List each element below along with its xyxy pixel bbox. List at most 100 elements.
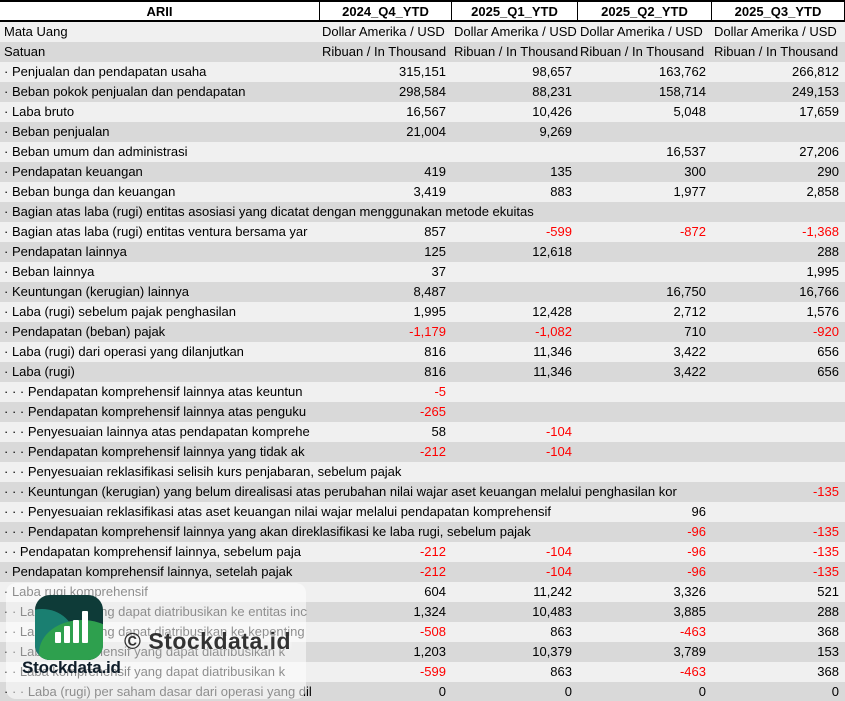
cell-value <box>578 262 712 282</box>
cell-value <box>578 422 712 442</box>
table-row: · Beban umum dan administrasi 16,537 27,20… <box>0 142 845 162</box>
row-label: · Laba (rugi) sebelum pajak penghasilan <box>4 304 236 319</box>
cell-value: 27,206 <box>799 144 839 159</box>
row-label: · · · Keuntungan (kerugian) yang belum d… <box>4 484 677 499</box>
cell-value: -104 <box>545 544 572 559</box>
cell-value: 0 <box>698 684 706 699</box>
cell-value: 88,231 <box>532 84 572 99</box>
cell-value: 3,422 <box>673 364 706 379</box>
cell-value <box>578 382 712 402</box>
cell-value: 521 <box>817 584 839 599</box>
cell-value <box>578 442 712 462</box>
cell-value <box>712 382 845 402</box>
cell-value: 2,858 <box>806 184 839 199</box>
table-row: · Bagian atas laba (rugi) entitas ventur… <box>0 222 845 242</box>
cell-value: Ribuan / In Thousand <box>454 44 578 59</box>
cell-value: 163,762 <box>659 64 706 79</box>
cell-value: 98,657 <box>532 64 572 79</box>
row-label: · Beban bunga dan keuangan <box>4 184 176 199</box>
cell-value: -508 <box>419 624 446 639</box>
cell-value: 604 <box>424 584 446 599</box>
row-label: · Beban penjualan <box>4 124 110 139</box>
table-row: · · · Penyesuaian lainnya atas pendapata… <box>0 422 845 442</box>
cell-value: 58 <box>431 424 446 439</box>
cell-value <box>712 422 845 442</box>
cell-value: 288 <box>817 244 839 259</box>
cell-value: -212 <box>419 444 446 459</box>
row-label: · Pendapatan komprehensif lainnya, setel… <box>4 564 293 579</box>
cell-value: 9,269 <box>539 124 572 139</box>
table-row: · Beban pokok penjualan dan pendapatan 29… <box>0 82 845 102</box>
cell-value: 11,346 <box>533 344 572 359</box>
cell-value: -135 <box>812 524 839 539</box>
cell-value <box>712 502 845 522</box>
cell-value: 158,714 <box>659 84 706 99</box>
cell-value: 1,324 <box>413 604 446 619</box>
cell-value: 135 <box>550 164 572 179</box>
cell-value: -872 <box>679 224 706 239</box>
cell-value: 96 <box>691 504 706 519</box>
cell-value: 656 <box>817 344 839 359</box>
table-row: · · Pendapatan komprehensif lainnya, seb… <box>0 542 845 562</box>
cell-value: -104 <box>545 424 572 439</box>
cell-value: 298,584 <box>399 84 446 99</box>
cell-value: 0 <box>831 684 839 699</box>
table-row: · Penjualan dan pendapatan usaha 315,151 9… <box>0 62 845 82</box>
cell-value: -135 <box>812 484 839 499</box>
row-label: · · · Pendapatan komprehensif lainnya ya… <box>4 524 531 539</box>
table-row: · Pendapatan keuangan 419 135 300 290 <box>0 162 845 182</box>
table-row: · Beban penjualan 21,004 9,269 <box>0 122 845 142</box>
cell-value: 1,203 <box>413 644 446 659</box>
cell-value: -96 <box>687 524 706 539</box>
cell-value: Dollar Amerika / USD <box>454 24 577 39</box>
row-label: · Bagian atas laba (rugi) entitas ventur… <box>4 224 308 239</box>
table-row: · · · Pendapatan komprehensif lainnya at… <box>0 402 845 422</box>
row-label: · · · Penyesuaian lainnya atas pendapata… <box>4 424 310 439</box>
cell-value: -599 <box>545 224 572 239</box>
cell-value: -96 <box>687 544 706 559</box>
cell-value: 16,537 <box>666 144 706 159</box>
cell-value: -463 <box>679 664 706 679</box>
cell-value: 863 <box>550 664 572 679</box>
table-row: · · · Penyesuaian reklasifikasi selisih … <box>0 462 845 482</box>
cell-value: 0 <box>564 684 572 699</box>
table-row: · Keuntungan (kerugian) lainnya 8,487 16,7… <box>0 282 845 302</box>
table-row: · Pendapatan komprehensif lainnya, setel… <box>0 562 845 582</box>
table-row: · · · Penyesuaian reklasifikasi atas ase… <box>0 502 845 522</box>
row-label: · Laba (rugi) <box>4 364 75 379</box>
cell-value: 1,977 <box>673 184 706 199</box>
cell-value: 3,885 <box>673 604 706 619</box>
cell-value: -1,179 <box>409 324 446 339</box>
cell-value <box>578 242 712 262</box>
cell-value: -5 <box>434 384 446 399</box>
cell-value: -96 <box>687 564 706 579</box>
cell-value: 125 <box>424 244 446 259</box>
row-label: · Pendapatan keuangan <box>4 164 143 179</box>
cell-value: 419 <box>424 164 446 179</box>
table-header-row: ARII 2024_Q4_YTD 2025_Q1_YTD 2025_Q2_YTD… <box>0 0 845 22</box>
cell-value: -1,082 <box>535 324 572 339</box>
cell-value: 883 <box>550 184 572 199</box>
cell-value <box>452 142 578 162</box>
column-header-2024-q4: 2024_Q4_YTD <box>320 2 452 20</box>
table-row: · · · Keuntungan (kerugian) yang belum d… <box>0 482 845 502</box>
cell-value: 2,712 <box>673 304 706 319</box>
row-label: · Pendapatan lainnya <box>4 244 127 259</box>
cell-value: -920 <box>812 324 839 339</box>
cell-value: -1,368 <box>802 224 839 239</box>
table-row: Mata Uang Dollar Amerika / USD Dollar Amer… <box>0 22 845 42</box>
row-label: · Beban pokok penjualan dan pendapatan <box>4 84 246 99</box>
row-label: · Bagian atas laba (rugi) entitas asosia… <box>4 204 534 219</box>
cell-value <box>712 462 845 482</box>
cell-value: 368 <box>817 664 839 679</box>
cell-value: Ribuan / In Thousand <box>714 44 839 59</box>
cell-value: Dollar Amerika / USD <box>322 24 445 39</box>
cell-value: 816 <box>424 344 446 359</box>
stockdata-wordmark: Stockdata.id <box>22 658 121 677</box>
table-row: · Beban bunga dan keuangan 3,419 883 1,977 2… <box>0 182 845 202</box>
cell-value <box>452 382 578 402</box>
table-row: · Laba (rugi) sebelum pajak penghasilan 1… <box>0 302 845 322</box>
cell-value <box>578 402 712 422</box>
bar-chart-icon <box>55 611 88 643</box>
cell-value: 37 <box>431 264 446 279</box>
